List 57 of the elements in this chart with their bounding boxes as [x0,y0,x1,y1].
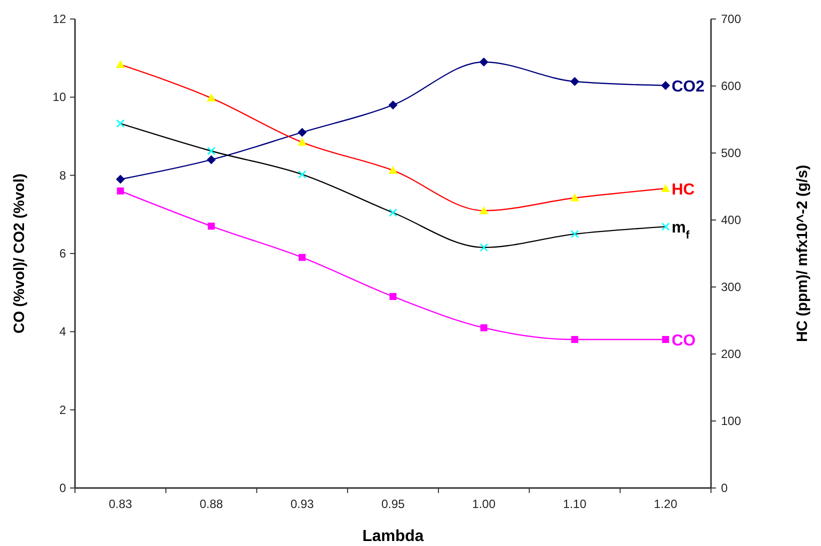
point [298,128,307,137]
point [479,57,488,66]
point [116,187,124,194]
point [480,243,488,252]
y-tick-label: 4 [59,324,66,339]
y-tick-label: 2 [59,402,66,417]
y2-tick-label: 100 [721,414,742,428]
x-tick-label: 1.10 [563,497,587,511]
y2-tick-label: 600 [721,79,742,93]
y-tick-label: 10 [52,90,66,104]
point [116,60,125,68]
x-tick-label: 0.93 [290,497,314,511]
point [206,155,216,164]
x-tick-label: 0.83 [108,497,132,511]
y-axis-title: CO (%vol)/ CO2 (%vol) [11,173,28,334]
y2-tick-label: 700 [721,12,742,26]
x-tick-label: 0.88 [200,497,224,511]
y-tick-label: 6 [59,246,66,260]
point [298,170,306,179]
series-label: m$_{f}$ [672,220,690,242]
point [570,77,580,86]
x-axis-title: Lambda [362,528,424,545]
point [298,254,306,261]
y2-tick-label: 300 [721,280,742,294]
point [390,292,396,300]
y2-tick-label: 0 [721,481,728,495]
point [388,100,398,110]
series-label: CO2 [672,78,705,96]
x-tick-label: 1.00 [472,497,496,511]
point [662,336,670,343]
y-tick-label: 12 [52,12,66,26]
point [661,222,670,231]
point [116,119,125,128]
point [116,174,125,184]
point [570,193,580,202]
x-tick-label: 0.95 [381,497,405,511]
point [206,94,216,102]
y2-tick-label: 400 [721,213,742,227]
series-label: CO [672,332,696,350]
y2-tick-label: 500 [721,146,742,160]
y-tick-label: 8 [59,168,66,182]
point [479,206,488,214]
point [207,146,216,156]
y-tick-label: 0 [59,481,66,495]
point [298,138,307,146]
point [571,336,578,343]
point [570,230,579,238]
point [208,222,215,230]
point [388,166,398,174]
point [661,184,670,192]
x-tick-label: 1.20 [654,497,678,511]
series-label: HC [672,182,696,199]
point [480,324,488,332]
y2-axis-title: HC (ppm)/ mfx10^-2 (g/s) [794,164,811,342]
y2-tick-label: 200 [721,347,742,361]
point [388,208,398,217]
point [661,80,670,90]
